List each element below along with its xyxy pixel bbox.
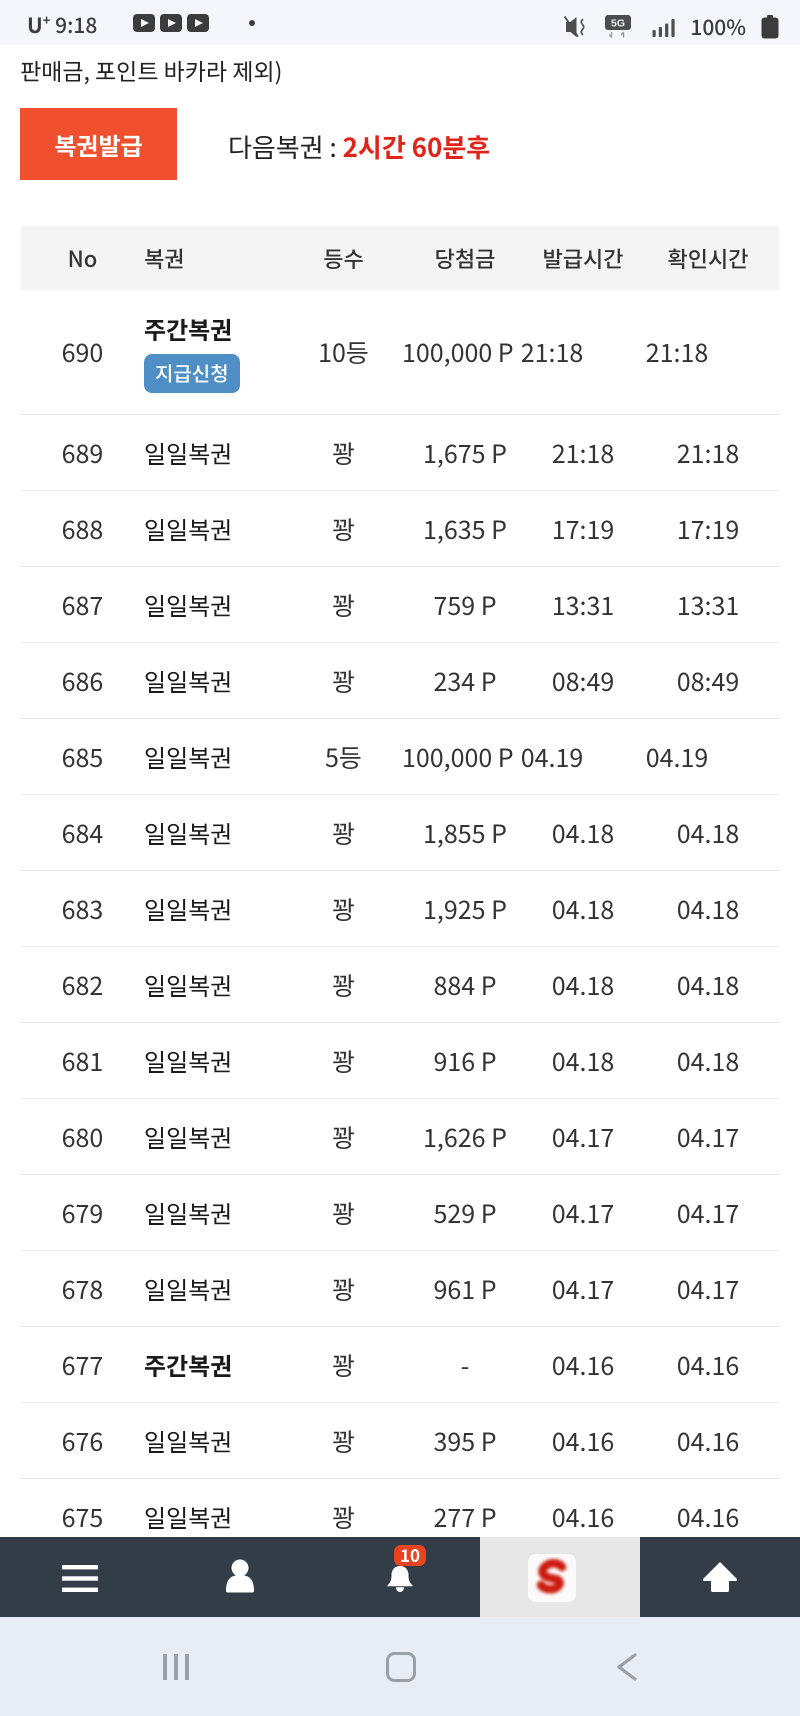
svg-text:5G: 5G <box>611 18 625 30</box>
